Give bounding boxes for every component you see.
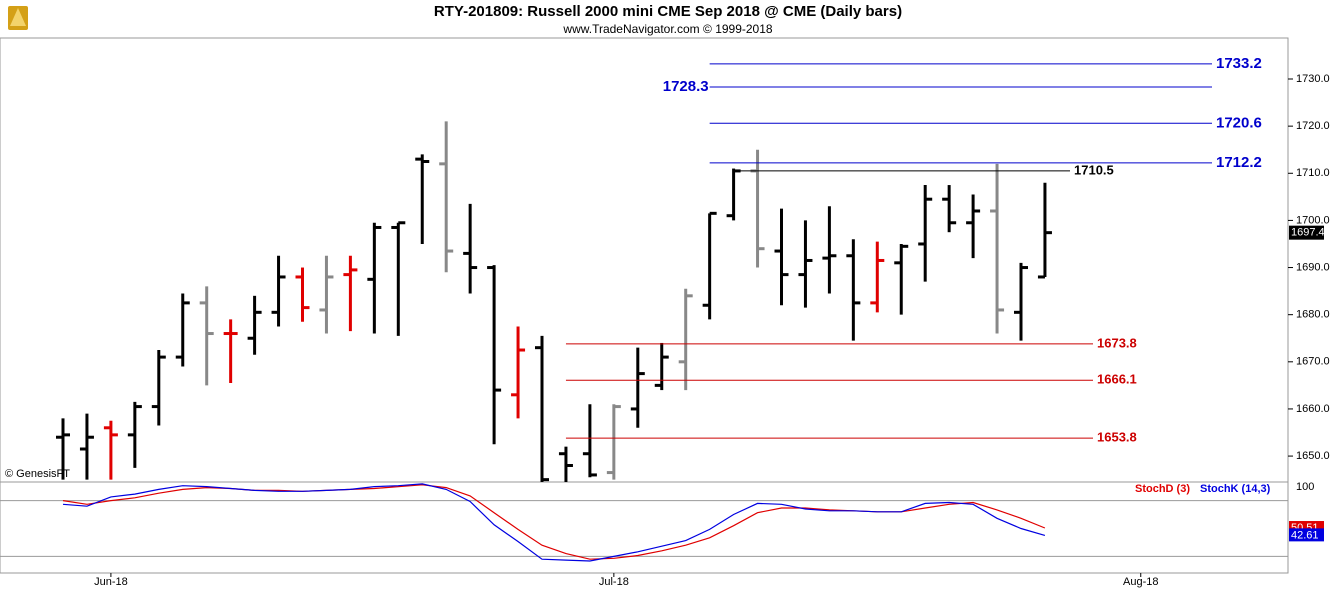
price-panel — [56, 121, 1052, 482]
y-tick-label: 1690.0 — [1296, 261, 1330, 273]
level-label: 1733.2 — [1216, 55, 1262, 72]
level-label: 1712.2 — [1216, 154, 1262, 171]
level-label: 1666.1 — [1097, 372, 1137, 387]
level-label: 1653.8 — [1097, 430, 1137, 445]
plot-frame — [0, 37, 1289, 574]
legend-entry: StochD (3) — [1135, 483, 1190, 495]
y-tick-label: 1730.0 — [1296, 73, 1330, 85]
overlay: 1650.0 1660.0 1670.0 1680.0 1690.0 1700.0 1710… — [0, 55, 1330, 588]
y-tick-label: 1720.0 — [1296, 120, 1330, 132]
level-label: 1720.6 — [1216, 114, 1262, 131]
legend-entry: StochK (14,3) — [1200, 483, 1271, 495]
y-tick-label: 100 — [1296, 481, 1314, 493]
x-tick-label: Aug-18 — [1123, 576, 1158, 588]
last-value-box — [1289, 528, 1324, 542]
chart-title: RTY-201809: Russell 2000 mini CME Sep 20… — [434, 3, 902, 20]
y-tick-label: 1700.0 — [1296, 214, 1330, 226]
last-price-box — [1289, 225, 1324, 240]
level-label: 1673.8 — [1097, 335, 1137, 350]
x-tick-label: Jun-18 — [94, 576, 128, 588]
level-label: 1710.5 — [1074, 162, 1114, 177]
annotation: © GenesisFT — [5, 468, 70, 480]
y-tick-label: 1660.0 — [1296, 403, 1330, 415]
last-value-label: 42.61 — [1291, 529, 1319, 541]
y-tick-label: 1710.0 — [1296, 167, 1330, 179]
chart-subtitle: www.TradeNavigator.com © 1999-2018 — [562, 22, 772, 36]
y-tick-label: 1670.0 — [1296, 356, 1330, 368]
logo — [8, 6, 28, 30]
y-tick-label: 1650.0 — [1296, 450, 1330, 462]
y-tick-label: 1680.0 — [1296, 309, 1330, 321]
x-tick-label: Jul-18 — [599, 576, 629, 588]
level-label: 1728.3 — [663, 78, 709, 95]
stoch-line — [62, 483, 1046, 562]
last-price-label: 1697.4 — [1291, 227, 1325, 239]
